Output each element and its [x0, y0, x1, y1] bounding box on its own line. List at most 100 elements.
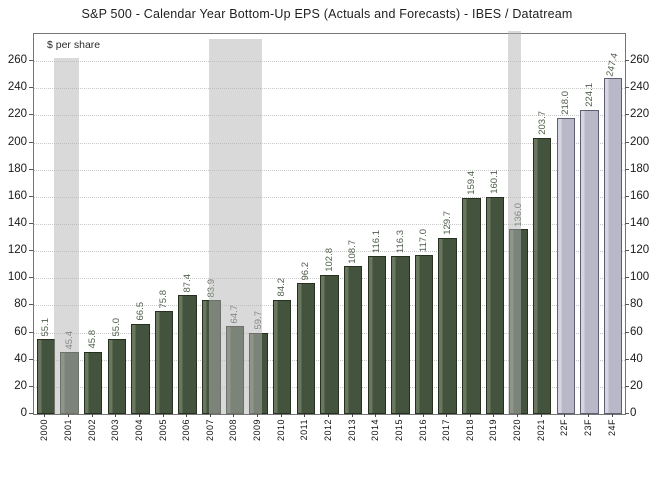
- gridline: [34, 115, 625, 117]
- y-tick-mark: [625, 168, 629, 170]
- actual-bar: [36, 339, 56, 414]
- y-tick-label-right: 60: [630, 325, 643, 338]
- gridline: [34, 142, 625, 144]
- actual-bar: [485, 196, 505, 414]
- x-tick-mark: [304, 414, 306, 417]
- bar-value-label: 247.4: [604, 52, 621, 79]
- y-tick-label-right: 160: [630, 189, 650, 202]
- forecast-bar: [603, 78, 623, 414]
- actual-bar: [154, 311, 174, 414]
- bar-value-label: 117.0: [418, 229, 430, 253]
- actual-bar: [343, 266, 363, 414]
- bar-slot: 117.0: [412, 34, 436, 414]
- x-slot: 2021: [529, 414, 553, 441]
- bar-slot: 116.3: [389, 34, 413, 414]
- y-tick-mark: [625, 331, 629, 333]
- y-tick-mark: [29, 195, 33, 197]
- x-tick-label: 23F: [583, 419, 594, 437]
- x-tick-mark: [209, 414, 211, 417]
- y-tick-mark: [29, 223, 33, 224]
- recession-band: [208, 38, 263, 414]
- y-tick-label-left: 200: [7, 135, 27, 148]
- x-tick-label: 2006: [181, 419, 192, 442]
- y-tick-label-right: 220: [630, 108, 650, 121]
- y-tick-label-right: 0: [630, 407, 637, 419]
- y-tick-label-right: 20: [630, 379, 643, 392]
- x-tick-mark: [588, 414, 590, 417]
- actual-bar: [178, 295, 197, 414]
- x-slot: 2008: [222, 414, 246, 441]
- y-tick-label-left: 100: [7, 271, 27, 284]
- bar-value-label: 84.2: [276, 278, 288, 297]
- x-tick-mark: [162, 414, 164, 417]
- bar-value-label: 159.4: [465, 170, 477, 195]
- bar-value-label: 160.1: [489, 169, 501, 194]
- y-tick-label-left: 140: [7, 217, 27, 229]
- actual-bar: [107, 339, 126, 414]
- x-tick-mark: [91, 414, 93, 417]
- x-tick-mark: [611, 414, 613, 417]
- bar-slot: 108.7: [341, 34, 365, 414]
- x-slot: 2003: [104, 414, 128, 441]
- x-tick-mark: [564, 414, 566, 417]
- y-tick-mark: [625, 195, 629, 197]
- x-tick-label: 2009: [252, 419, 263, 442]
- bar-value-label: 45.8: [87, 330, 99, 349]
- bar-slot: 102.8: [318, 34, 342, 414]
- bar-value-label: 218.0: [560, 91, 572, 116]
- x-axis: 2000 2001 2002 2003 2004 2005 2006 2007 2008 2009…: [33, 414, 624, 456]
- actual-bar: [296, 283, 316, 414]
- y-tick-mark: [625, 358, 629, 360]
- x-tick-label: 2018: [464, 419, 475, 442]
- y-tick-mark: [625, 385, 629, 387]
- x-slot: 2014: [364, 414, 388, 441]
- bars-layer: 55.145.445.855.066.575.887.483.964.759.7…: [34, 34, 625, 414]
- bar-value-label: 87.4: [181, 273, 193, 293]
- y-tick-mark: [625, 114, 629, 116]
- x-slot: 2002: [80, 414, 104, 441]
- bar-value-label: 55.1: [40, 317, 52, 337]
- bar-value-label: 66.5: [134, 302, 146, 321]
- y-tick-mark: [29, 277, 33, 279]
- x-tick-mark: [280, 414, 282, 417]
- y-tick-mark: [29, 250, 33, 252]
- y-tick-label-left: 80: [14, 298, 27, 311]
- x-tick-label: 24F: [606, 419, 617, 437]
- y-tick-label-left: 20: [14, 379, 27, 392]
- recession-band: [54, 57, 79, 414]
- x-tick-label: 2017: [441, 419, 452, 442]
- x-slot: 2018: [459, 414, 483, 441]
- y-tick-label-right: 260: [630, 54, 650, 67]
- x-slot: 2013: [340, 414, 364, 441]
- x-tick-mark: [351, 414, 353, 417]
- x-slot: 2001: [57, 414, 81, 441]
- x-slot: 2005: [151, 414, 175, 441]
- y-tick-mark: [29, 331, 33, 333]
- y-tick-mark: [625, 413, 629, 414]
- x-tick-label: 2001: [62, 419, 73, 442]
- bar-slot: 75.8: [152, 34, 176, 414]
- x-tick-mark: [328, 414, 329, 417]
- bar-slot: 129.7: [436, 34, 460, 414]
- x-slot: 2020: [506, 414, 530, 441]
- actual-bar: [462, 197, 481, 414]
- y-tick-label-right: 40: [630, 352, 643, 365]
- y-tick-label-right: 200: [630, 135, 650, 148]
- x-slot: 2010: [269, 414, 293, 441]
- x-slot: 2015: [388, 414, 412, 441]
- bar-value-label: 108.7: [347, 239, 359, 264]
- y-tick-label-right: 80: [630, 298, 643, 311]
- bar-slot: 116.1: [365, 34, 389, 414]
- gridline: [34, 251, 625, 253]
- x-tick-mark: [469, 414, 471, 417]
- x-tick-mark: [398, 414, 400, 417]
- gridline: [34, 196, 625, 198]
- bar-value-label: 96.2: [300, 261, 312, 281]
- x-tick-mark: [446, 414, 448, 417]
- bar-slot: 66.5: [129, 34, 153, 414]
- gridline: [34, 169, 625, 171]
- actual-bar: [83, 351, 103, 414]
- x-tick-label: 2014: [370, 419, 381, 442]
- x-tick-label: 2004: [133, 419, 144, 442]
- x-tick-label: 2021: [535, 419, 546, 442]
